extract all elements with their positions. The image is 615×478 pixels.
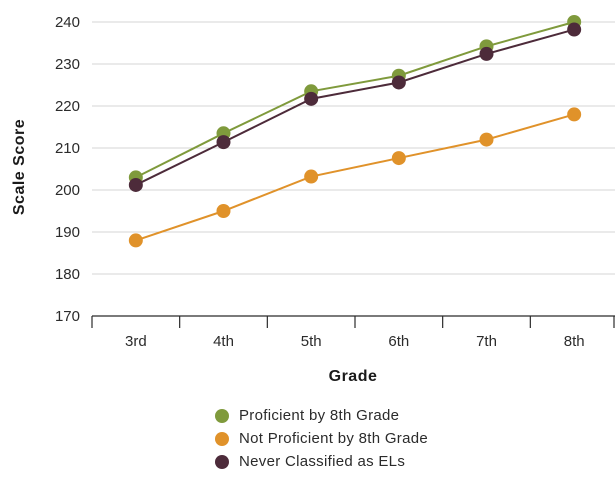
legend-label: Proficient by 8th Grade [239,407,400,424]
data-point-never-classified-as-els-4th [216,135,231,150]
legend: Proficient by 8th Grade Not Proficient by… [215,404,428,473]
legend-swatch [215,454,229,469]
data-point-not-proficient-by-8th-grade-3rd [128,233,143,248]
data-point-never-classified-as-els-3rd [128,177,143,192]
legend-label: Not Proficient by 8th Grade [239,430,429,447]
y-tick-label-210: 210 [55,140,80,157]
legend-swatch [215,431,229,446]
series-line-not-proficient-by-8th-grade [135,113,575,242]
x-tick-label-7th: 7th [476,333,497,350]
legend-label: Never Classified as ELs [239,453,406,470]
legend-item: Not Proficient by 8th Grade [215,427,428,450]
legend-swatch [215,408,229,423]
y-axis-ticks: 170 180 190 200 210 220 230 240 [55,14,80,325]
y-tick-label-170: 170 [55,308,80,325]
data-point-never-classified-as-els-6th [391,75,406,90]
series-line-proficient-by-8th-grade [135,21,575,179]
data-point-not-proficient-by-8th-grade-5th [304,169,319,184]
x-tick-label-3rd: 3rd [125,333,147,350]
series-group [128,15,582,248]
x-tick-label-5th: 5th [301,333,322,350]
y-tick-label-240: 240 [55,14,80,31]
legend-item: Proficient by 8th Grade [215,404,428,427]
gridlines [92,21,615,275]
x-axis-title: Grade [329,368,378,385]
data-point-never-classified-as-els-7th [479,46,494,61]
x-tick-label-4th: 4th [213,333,234,350]
y-tick-label-200: 200 [55,182,80,199]
y-tick-label-220: 220 [55,98,80,115]
y-tick-label-180: 180 [55,266,80,283]
y-tick-label-230: 230 [55,56,80,73]
data-point-not-proficient-by-8th-grade-4th [216,204,231,218]
series-line-never-classified-as-els [135,28,575,186]
y-axis-title: Scale Score [11,119,28,215]
x-tick-label-8th: 8th [564,333,585,350]
legend-item: Never Classified as ELs [215,450,428,473]
x-axis: 3rd 4th 5th 6th 7th 8th [91,315,615,350]
data-point-not-proficient-by-8th-grade-8th [567,107,582,122]
data-point-not-proficient-by-8th-grade-6th [391,151,406,166]
y-tick-label-190: 190 [55,224,80,241]
x-tick-label-6th: 6th [388,333,409,350]
data-point-never-classified-as-els-8th [567,22,582,37]
data-point-never-classified-as-els-5th [304,91,319,106]
data-point-not-proficient-by-8th-grade-7th [479,132,494,147]
